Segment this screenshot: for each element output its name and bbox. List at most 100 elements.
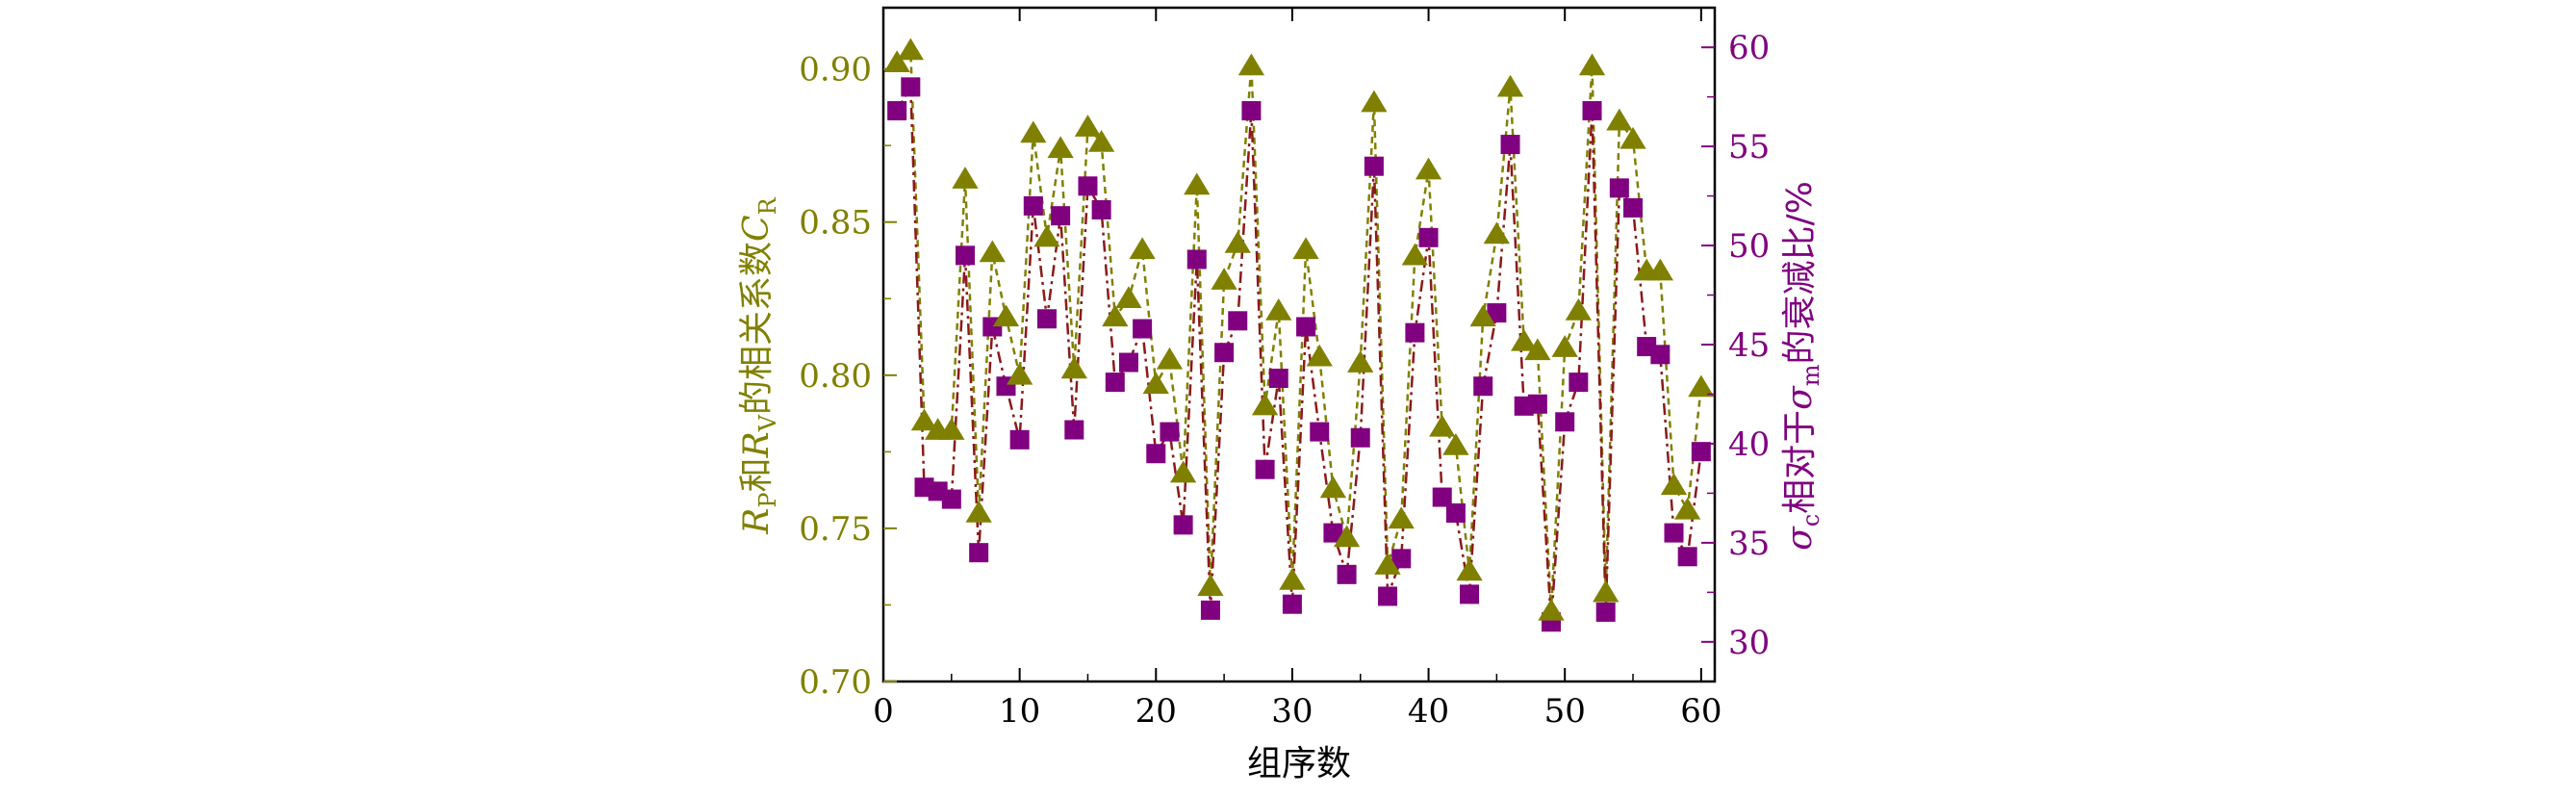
triangle-marker bbox=[1087, 130, 1115, 152]
square-marker bbox=[1582, 101, 1602, 121]
x-tick-label: 0 bbox=[873, 692, 894, 731]
triangle-marker bbox=[1115, 286, 1142, 309]
x-tick-label: 40 bbox=[1408, 692, 1449, 731]
triangle-marker bbox=[1361, 90, 1388, 113]
square-marker bbox=[1569, 373, 1589, 393]
left-y-tick-label: 0.80 bbox=[799, 357, 872, 396]
square-marker bbox=[1527, 394, 1547, 414]
right-y-tick-label: 55 bbox=[1728, 128, 1770, 167]
triangle-marker bbox=[897, 38, 924, 61]
triangle-marker bbox=[1074, 115, 1102, 137]
right-title-sigma1: σ bbox=[1780, 526, 1820, 551]
square-marker bbox=[901, 77, 921, 97]
square-marker bbox=[1445, 503, 1466, 523]
triangle-marker bbox=[1265, 298, 1292, 321]
triangle-marker bbox=[1102, 304, 1129, 327]
series-line-square bbox=[896, 82, 1703, 623]
triangle-marker bbox=[952, 167, 979, 189]
triangle-marker bbox=[979, 240, 1006, 263]
right-y-axis-ticks: 30 35 40 45 50 55 60 bbox=[1701, 29, 1770, 662]
triangle-marker bbox=[1388, 506, 1415, 529]
left-y-tick-label: 0.70 bbox=[799, 663, 872, 702]
triangle-marker bbox=[1456, 558, 1483, 581]
right-y-tick-label: 60 bbox=[1728, 29, 1770, 67]
left-y-tick-label: 0.75 bbox=[799, 510, 872, 549]
square-marker bbox=[1323, 523, 1343, 543]
square-marker bbox=[955, 245, 975, 266]
triangle-marker bbox=[1060, 356, 1087, 379]
triangle-marker bbox=[1593, 579, 1620, 603]
square-marker bbox=[1677, 547, 1697, 567]
triangle-marker bbox=[1511, 328, 1538, 351]
square-marker bbox=[1036, 309, 1057, 329]
triangle-marker bbox=[1156, 347, 1184, 370]
square-marker bbox=[1691, 442, 1711, 462]
x-tick-label: 20 bbox=[1135, 692, 1177, 731]
svg-text:RP和RV的相关系数CR: RP和RV的相关系数CR bbox=[737, 196, 781, 534]
triangle-marker bbox=[1006, 362, 1033, 385]
square-marker bbox=[1405, 322, 1425, 343]
square-marker bbox=[941, 489, 961, 509]
triangle-marker bbox=[1211, 268, 1237, 290]
triangle-marker bbox=[1646, 258, 1673, 281]
series-line-triangle bbox=[896, 47, 1703, 611]
triangle-marker bbox=[1674, 497, 1701, 520]
right-title-sigma2: σ bbox=[1780, 385, 1820, 410]
square-marker bbox=[1350, 427, 1370, 448]
square-marker bbox=[1337, 564, 1357, 584]
square-marker bbox=[1460, 584, 1480, 604]
square-marker bbox=[1487, 303, 1507, 323]
triangle-marker bbox=[1129, 237, 1156, 260]
triangle-marker bbox=[1306, 344, 1333, 367]
triangle-marker bbox=[1660, 473, 1688, 496]
triangle-marker bbox=[992, 304, 1020, 327]
triangle-marker bbox=[1538, 598, 1565, 621]
square-marker bbox=[1105, 373, 1125, 393]
square-marker bbox=[1241, 101, 1262, 121]
square-marker bbox=[1146, 444, 1166, 464]
triangle-marker bbox=[1319, 476, 1347, 499]
x-axis-ticks: 0 10 20 30 40 50 60 bbox=[873, 8, 1722, 731]
triangle-marker bbox=[1251, 393, 1279, 416]
square-marker bbox=[1432, 487, 1452, 507]
left-title-R-sub: R bbox=[754, 196, 781, 215]
triangle-marker bbox=[1496, 74, 1524, 97]
left-title-rest: 的相关系数 bbox=[737, 242, 777, 415]
triangle-marker bbox=[1184, 172, 1211, 195]
square-marker bbox=[1078, 176, 1098, 196]
square-marker bbox=[1595, 602, 1616, 622]
triangle-marker bbox=[1033, 224, 1060, 247]
square-marker bbox=[1255, 459, 1275, 479]
triangle-marker bbox=[1347, 350, 1374, 373]
square-marker bbox=[1118, 352, 1138, 373]
square-marker bbox=[1051, 206, 1071, 226]
square-marker bbox=[1200, 600, 1220, 620]
square-marker bbox=[1268, 369, 1288, 388]
svg-text:σc相对于σm的衰减比/%: σc相对于σm的衰减比/% bbox=[1780, 181, 1824, 551]
right-y-tick-label: 35 bbox=[1728, 525, 1770, 563]
triangle-marker bbox=[1020, 120, 1047, 143]
square-marker bbox=[1186, 249, 1207, 270]
triangle-marker bbox=[1292, 237, 1319, 260]
triangle-marker bbox=[910, 408, 938, 431]
triangle-marker bbox=[1415, 157, 1442, 180]
triangle-marker bbox=[1374, 553, 1401, 575]
triangle-marker bbox=[1469, 304, 1496, 327]
triangle-marker bbox=[1401, 243, 1429, 266]
x-axis-title: 组序数 bbox=[1247, 744, 1351, 784]
triangle-marker bbox=[1551, 335, 1578, 357]
left-title-R1: R bbox=[737, 508, 777, 535]
triangle-marker bbox=[1620, 126, 1646, 149]
square-marker bbox=[887, 101, 907, 121]
square-marker bbox=[1473, 376, 1493, 397]
triangle-marker bbox=[1429, 414, 1456, 437]
right-title-mid: 相对于 bbox=[1780, 410, 1820, 514]
triangle-marker bbox=[1483, 221, 1511, 244]
square-marker bbox=[1310, 422, 1330, 442]
square-marker bbox=[1064, 420, 1084, 440]
square-marker bbox=[1091, 200, 1111, 219]
triangle-marker bbox=[1688, 374, 1715, 398]
x-tick-label: 50 bbox=[1544, 692, 1586, 731]
square-marker bbox=[1173, 515, 1193, 535]
series-markers bbox=[883, 38, 1715, 632]
